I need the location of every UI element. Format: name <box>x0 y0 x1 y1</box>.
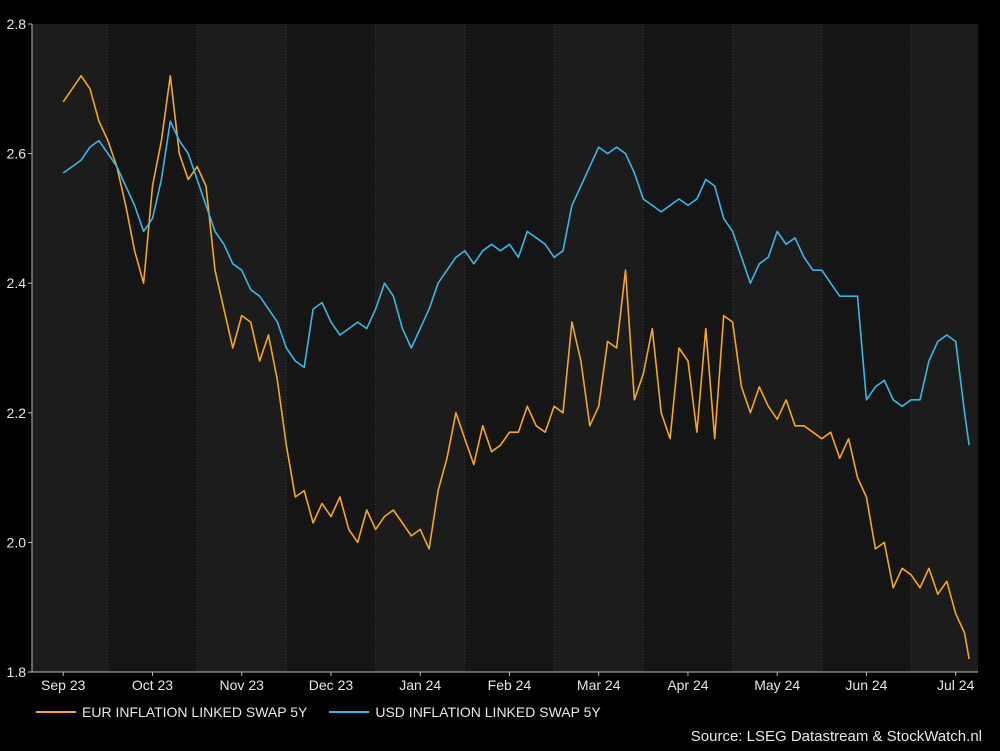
series-lines <box>62 75 970 660</box>
y-tick-label: 2.4 <box>7 275 27 291</box>
x-tick-label: Jan 24 <box>399 677 441 693</box>
x-tick-label: Jun 24 <box>845 677 887 693</box>
x-tick-label: Mar 24 <box>577 677 621 693</box>
y-tick-label: 2.2 <box>7 405 27 421</box>
x-tick-label: Oct 23 <box>132 677 173 693</box>
legend-item-usd: USD INFLATION LINKED SWAP 5Y <box>329 704 601 720</box>
legend: EUR INFLATION LINKED SWAP 5Y USD INFLATI… <box>36 704 623 720</box>
chart: 1.8 2.0 2.2 2.4 2.6 2.8 Sep 23 Oct 23 Nov 23 Dec… <box>7 16 978 693</box>
y-tick-label: 2.0 <box>7 534 27 550</box>
x-tick-label: Feb 24 <box>488 677 532 693</box>
legend-item-eur: EUR INFLATION LINKED SWAP 5Y <box>36 704 307 720</box>
source-credit: Source: LSEG Datastream & StockWatch.nl <box>690 728 982 745</box>
x-tick-label: Apr 24 <box>667 677 708 693</box>
month-band <box>554 24 644 672</box>
y-tick-label: 2.6 <box>7 146 27 162</box>
month-band <box>911 24 978 672</box>
y-tick-label: 2.8 <box>7 16 27 32</box>
x-tick-label: May 24 <box>754 677 800 693</box>
month-bands <box>32 24 978 672</box>
month-band <box>32 24 108 672</box>
series-line-usd <box>62 120 970 446</box>
legend-label-eur: EUR INFLATION LINKED SWAP 5Y <box>82 704 308 720</box>
grid-lines <box>107 24 912 672</box>
month-band <box>197 24 287 672</box>
month-band <box>732 24 822 672</box>
legend-label-usd: USD INFLATION LINKED SWAP 5Y <box>375 704 601 720</box>
x-tick-label: Dec 23 <box>309 677 354 693</box>
x-tick-label: Nov 23 <box>220 677 265 693</box>
legend-swatch-usd <box>329 711 370 713</box>
plot-area <box>32 24 978 672</box>
legend-swatch-eur <box>36 711 76 713</box>
series-line-eur <box>62 75 970 660</box>
x-axis: Sep 23 Oct 23 Nov 23 Dec 23 Jan 24 Feb 24 Mar … <box>32 671 978 693</box>
x-tick-label: Sep 23 <box>41 677 86 693</box>
x-tick-label: Jul 24 <box>937 677 975 693</box>
y-axis: 1.8 2.0 2.2 2.4 2.6 2.8 <box>7 16 33 680</box>
month-band <box>375 24 465 672</box>
y-tick-label: 1.8 <box>7 664 27 680</box>
